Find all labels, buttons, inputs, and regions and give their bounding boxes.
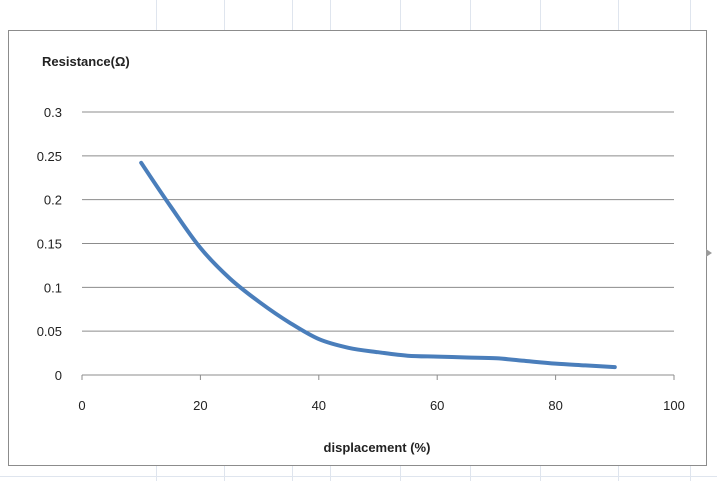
sheet-gridline [0, 476, 717, 477]
y-tick-label: 0.15 [37, 237, 62, 252]
resize-handle-icon[interactable] [706, 249, 712, 257]
gridlines [82, 111, 674, 332]
y-tick-label: 0.05 [37, 324, 62, 339]
x-tick-label: 0 [78, 398, 85, 413]
y-tick-labels: 0 0.05 0.1 0.15 0.2 0.25 0.3 [37, 105, 62, 383]
y-tick-label: 0.3 [44, 105, 62, 120]
x-tick-label: 20 [193, 398, 207, 413]
y-tick-label: 0 [55, 368, 62, 383]
x-tick-labels: 0 20 40 60 80 100 [78, 398, 684, 413]
series-line [139, 160, 617, 370]
x-axis-title: displacement (%) [324, 440, 431, 455]
y-tick-label: 0.1 [44, 280, 62, 295]
y-tick-label: 0.25 [37, 149, 62, 164]
x-ticks [81, 375, 675, 380]
x-tick-label: 80 [548, 398, 562, 413]
x-tick-label: 60 [430, 398, 444, 413]
chart-area[interactable] [8, 30, 707, 466]
y-axis-title: Resistance(Ω) [42, 54, 130, 69]
x-tick-label: 100 [663, 398, 685, 413]
x-tick-label: 40 [312, 398, 326, 413]
y-tick-label: 0.2 [44, 193, 62, 208]
